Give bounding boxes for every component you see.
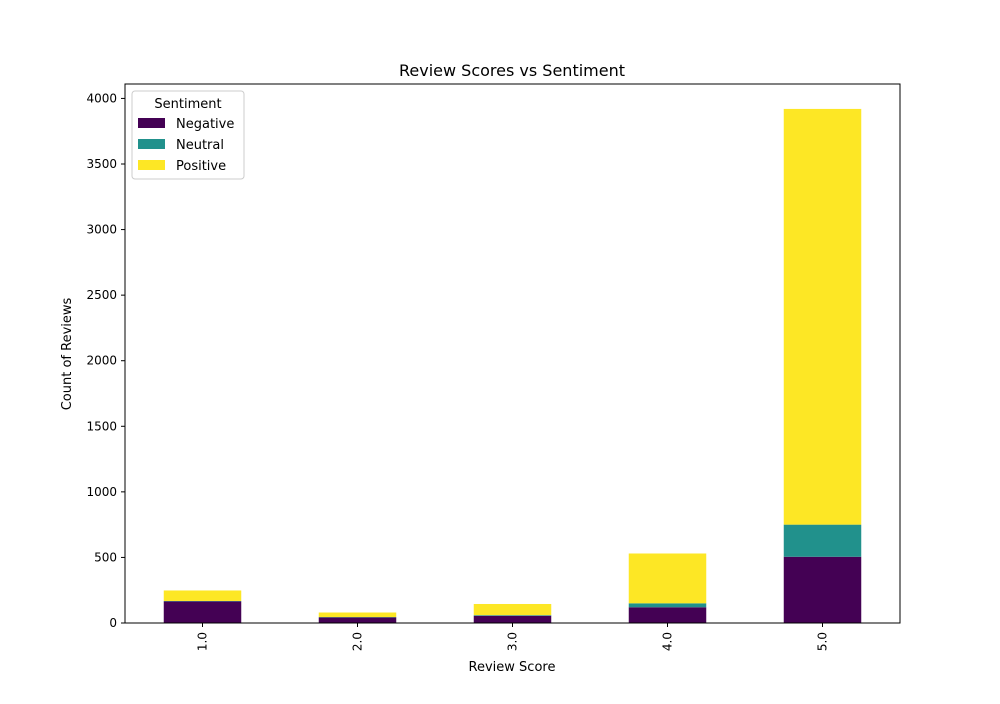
- x-tick-label: 1.0: [196, 632, 210, 651]
- bar-positive-1-0: [164, 590, 242, 600]
- chart-title: Review Scores vs Sentiment: [399, 61, 625, 80]
- x-tick-label: 4.0: [661, 632, 675, 651]
- x-tick-label: 3.0: [506, 632, 520, 651]
- legend-title: Sentiment: [154, 97, 221, 112]
- legend-label-neutral: Neutral: [176, 138, 224, 153]
- legend-swatch-positive: [138, 160, 165, 170]
- bar-negative-3-0: [474, 616, 552, 623]
- y-tick-label: 1500: [86, 419, 117, 433]
- bar-negative-2-0: [319, 617, 397, 623]
- x-axis-label: Review Score: [469, 660, 556, 675]
- bar-neutral-4-0: [629, 603, 707, 607]
- y-tick-label: 500: [94, 550, 117, 564]
- bar-positive-2-0: [319, 613, 397, 618]
- y-tick-label: 4000: [86, 91, 117, 105]
- legend-swatch-neutral: [138, 139, 165, 149]
- y-tick-label: 2000: [86, 354, 117, 368]
- legend: Sentiment Negative Neutral Positive: [132, 91, 244, 179]
- y-tick-label: 3500: [86, 157, 117, 171]
- y-tick-label: 2500: [86, 288, 117, 302]
- bars-layer: [164, 109, 862, 623]
- bar-positive-3-0: [474, 604, 552, 615]
- bar-positive-4-0: [629, 553, 707, 603]
- bar-neutral-5-0: [784, 525, 862, 557]
- x-tick-label: 2.0: [351, 632, 365, 651]
- legend-label-positive: Positive: [176, 159, 226, 174]
- bar-neutral-3-0: [474, 615, 552, 616]
- y-tick-label: 3000: [86, 223, 117, 237]
- x-tick-label: 5.0: [816, 632, 830, 651]
- y-tick-label: 0: [109, 616, 117, 630]
- bar-negative-5-0: [784, 557, 862, 623]
- bar-negative-1-0: [164, 601, 242, 623]
- bar-negative-4-0: [629, 607, 707, 623]
- y-tick-label: 1000: [86, 485, 117, 499]
- bar-positive-5-0: [784, 109, 862, 525]
- legend-label-negative: Negative: [176, 117, 234, 132]
- y-axis-label: Count of Reviews: [60, 297, 75, 410]
- legend-swatch-negative: [138, 118, 165, 128]
